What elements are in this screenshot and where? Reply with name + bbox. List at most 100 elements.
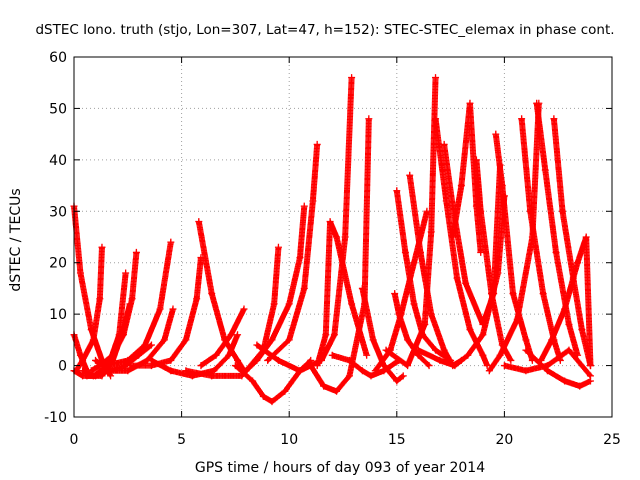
data-point [225,351,233,359]
series-sat-07 [87,248,140,375]
data-point [436,356,444,364]
data-point [404,362,412,370]
data-point [406,171,414,179]
data-point [561,305,569,313]
data-point [522,367,530,375]
data-point [141,341,149,349]
data-point [124,356,132,364]
data-point [522,346,530,354]
y-tick-label: 40 [49,153,67,169]
data-point [410,259,418,267]
data-series [70,74,594,406]
data-point [365,115,373,123]
plot-frame [73,56,613,418]
data-point [320,382,328,390]
data-point [274,356,282,364]
data-point [416,248,424,256]
data-point [453,274,461,282]
data-point [462,279,470,287]
data-point [479,351,487,359]
data-point [281,387,289,395]
data-point [393,377,401,385]
data-point [156,305,164,313]
y-tick-label: 10 [49,307,67,323]
series-sat-17 [264,140,321,364]
data-point [539,290,547,298]
data-point [193,295,201,303]
data-point [533,99,541,107]
data-point [147,341,155,349]
data-point [341,233,349,241]
data-point [76,269,84,277]
data-point [160,336,168,344]
data-point [296,254,304,262]
data-point [182,367,190,375]
y-tick-label: 30 [49,204,67,220]
data-point [322,331,330,339]
data-point [83,372,91,380]
data-point [576,382,584,390]
data-point [500,362,508,370]
data-point [208,290,216,298]
data-point [240,305,248,313]
data-point [492,130,500,138]
data-point [253,356,261,364]
series-sat-10 [126,254,205,370]
data-point [212,351,220,359]
data-point [124,367,132,375]
data-point [518,115,526,123]
data-point [483,362,491,370]
series-sat-39 [522,346,594,390]
data-point [559,207,567,215]
data-point [285,336,293,344]
data-point [440,346,448,354]
data-point [427,228,435,236]
data-point [313,140,321,148]
data-point [104,367,112,375]
data-point [300,202,308,210]
data-point [404,336,412,344]
data-point [410,300,418,308]
data-point [132,248,140,256]
y-tick-label: 20 [49,256,67,272]
data-point [195,218,203,226]
data-point [79,367,87,375]
series-sat-40 [500,346,594,380]
data-point [466,99,474,107]
data-point [363,351,371,359]
data-point [432,115,440,123]
data-point [313,362,321,370]
series-sat-38 [537,233,594,370]
data-point [345,372,353,380]
data-point [358,284,366,292]
data-point [333,387,341,395]
data-point [432,346,440,354]
data-point [393,187,401,195]
data-point [565,346,573,354]
data-point [586,372,594,380]
x-tick-label: 25 [603,432,621,448]
data-point [427,310,435,318]
data-point [464,351,472,359]
data-point [451,362,459,370]
data-point [507,356,515,364]
data-point [326,218,334,226]
series-sat-36 [533,99,582,359]
data-point [425,362,433,370]
data-point [268,398,276,406]
data-point [197,254,205,262]
data-point [369,336,377,344]
data-point [457,182,465,190]
data-point [234,356,242,364]
data-point [87,367,95,375]
data-point [367,372,375,380]
series-sat-13 [197,305,248,370]
data-point [485,367,493,375]
data-point [345,356,353,364]
x-tick-label: 0 [70,432,79,448]
data-point [253,341,261,349]
data-point [442,197,450,205]
data-point [98,243,106,251]
data-point [494,269,502,277]
data-point [498,182,506,190]
